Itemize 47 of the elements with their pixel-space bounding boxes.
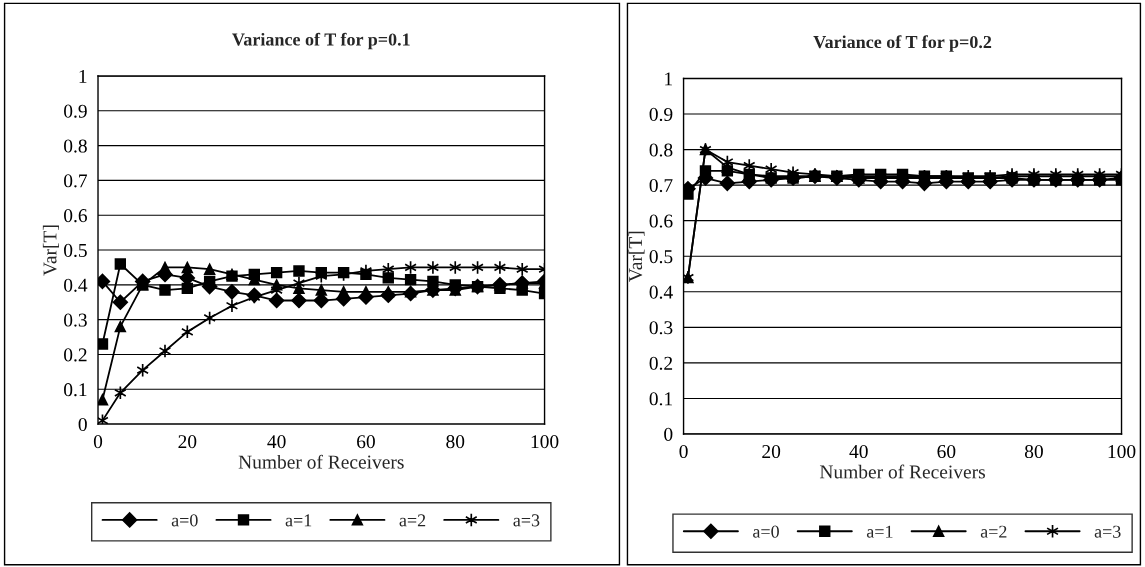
x-tick-label: 60	[357, 435, 375, 449]
x-tick-label: 80	[1024, 444, 1043, 459]
y-tick-label: 0.6	[64, 209, 88, 223]
y-axis-title: Var[T]	[42, 225, 59, 276]
y-tick-label: 0	[78, 417, 87, 432]
y-tick-label: 0.2	[64, 348, 87, 362]
y-tick-label: 0.1	[649, 392, 672, 406]
x-axis-title: Number of Receivers	[238, 454, 404, 469]
x-tick-label: 20	[178, 435, 197, 449]
y-tick-label: 0.1	[64, 383, 87, 397]
x-tick-label: 40	[849, 444, 868, 459]
chart-title: Variance of T for p=0.1	[232, 32, 410, 50]
x-tick-label: 0	[93, 435, 103, 449]
x-tick-label: 100	[531, 435, 559, 449]
y-tick-label: 0.5	[64, 243, 87, 258]
legend-label: a=2	[980, 525, 1007, 538]
y-tick-label: 0.3	[64, 313, 87, 327]
y-tick-label: 1	[665, 72, 672, 86]
x-tick-label: 60	[937, 444, 956, 459]
legend-label: a=2	[399, 514, 426, 527]
legend-label: a=0	[753, 525, 779, 538]
legend-label: a=3	[513, 514, 540, 527]
x-tick-label: 20	[762, 444, 781, 459]
y-tick-label: 0.8	[64, 139, 87, 153]
y-axis-title: Var[T]	[628, 231, 645, 282]
y-tick-label: 0.9	[64, 104, 87, 118]
y-tick-label: 0.7	[64, 174, 88, 188]
y-tick-label: 0.4	[64, 278, 88, 292]
x-axis-title: Number of Receivers	[819, 464, 985, 479]
chart-title: Variance of T for p=0.2	[813, 35, 992, 52]
legend-label: a=0	[171, 514, 198, 527]
y-tick-label: 0.6	[649, 214, 673, 228]
y-tick-label: 0.2	[649, 356, 673, 370]
y-tick-label: 1	[79, 69, 87, 83]
x-tick-label: 0	[679, 444, 688, 459]
x-tick-label: 40	[267, 435, 286, 449]
y-tick-label: 0.3	[649, 321, 673, 335]
legend-label: a=1	[866, 525, 893, 538]
y-tick-label: 0.7	[649, 178, 673, 193]
x-tick-label: 100	[1108, 444, 1136, 459]
y-tick-label: 0.9	[649, 107, 673, 122]
y-tick-label: 0.8	[649, 143, 673, 157]
y-tick-label: 0.4	[649, 285, 673, 299]
x-tick-label: 80	[446, 435, 465, 449]
legend-label: a=3	[1094, 525, 1121, 538]
legend-label: a=1	[285, 514, 312, 527]
y-tick-label: 0.5	[649, 250, 673, 264]
